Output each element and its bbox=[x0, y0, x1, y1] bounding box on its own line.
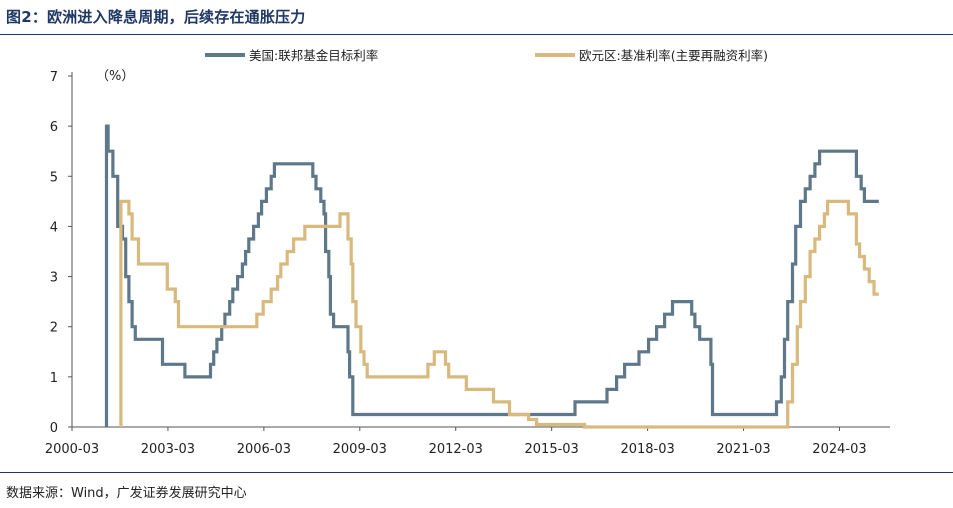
x-tick-label: 2000-03 bbox=[45, 442, 99, 457]
series-layer bbox=[104, 124, 879, 429]
x-tick-label: 2018-03 bbox=[620, 442, 674, 457]
x-tick-label: 2006-03 bbox=[237, 442, 291, 457]
y-tick-label: 5 bbox=[50, 170, 58, 185]
x-tick-label: 2009-03 bbox=[333, 442, 387, 457]
y-tick-label: 2 bbox=[50, 321, 58, 336]
x-tick-label: 2003-03 bbox=[141, 442, 195, 457]
y-tick-label: 4 bbox=[50, 220, 58, 235]
axes-layer: 0 1 2 3 4 5 6 7 （%） 2000-03 2003-03 2006-03 2009-03 2… bbox=[45, 69, 890, 457]
y-tick-label: 3 bbox=[50, 271, 58, 286]
legend-label: 欧元区:基准利率(主要再融资利率) bbox=[579, 48, 768, 63]
y-tick-label: 0 bbox=[50, 421, 58, 436]
page-title: 图2：欧洲进入降息周期，后续存在通胀压力 bbox=[6, 8, 306, 26]
y-tick-label: 7 bbox=[50, 70, 58, 85]
y-tick-label: 6 bbox=[50, 120, 58, 135]
source-note: 数据来源：Wind，广发证券发展研究中心 bbox=[6, 486, 247, 501]
y-unit-label: （%） bbox=[96, 69, 134, 84]
x-tick-label: 2012-03 bbox=[429, 442, 483, 457]
series-line-eurozone bbox=[119, 199, 879, 429]
x-tick-label: 2015-03 bbox=[525, 442, 579, 457]
x-tick-label: 2024-03 bbox=[812, 442, 866, 457]
y-tick-label: 1 bbox=[50, 371, 58, 386]
source-divider bbox=[0, 472, 953, 473]
legend: 美国:联邦基金目标利率 欧元区:基准利率(主要再融资利率) bbox=[205, 48, 768, 63]
title-divider bbox=[0, 34, 953, 35]
series-line-us bbox=[104, 124, 879, 427]
x-tick-label: 2021-03 bbox=[716, 442, 770, 457]
legend-label: 美国:联邦基金目标利率 bbox=[249, 48, 378, 63]
